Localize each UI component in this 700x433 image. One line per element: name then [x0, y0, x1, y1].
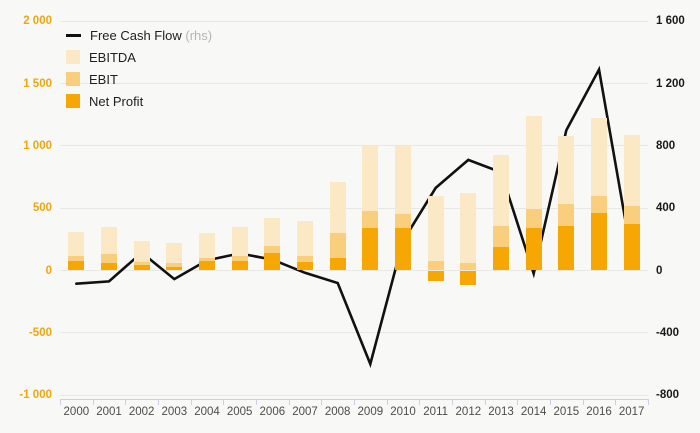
x-axis-tick	[256, 399, 257, 405]
x-axis-year-label: 2001	[96, 406, 122, 418]
legend-item-ebitda: EBITDA	[66, 46, 212, 68]
left-axis-tick: -1 000	[19, 389, 52, 402]
bar-ebitda-2012	[460, 192, 477, 271]
bar-net-profit-2010	[395, 228, 411, 271]
right-axis-tick: -800	[656, 389, 680, 402]
legend-label-ebit: EBIT	[89, 71, 118, 87]
x-axis-year-label: 2008	[324, 406, 351, 418]
line-swatch-icon	[66, 33, 81, 37]
x-axis-year-label: 2013	[488, 406, 514, 418]
x-axis-tick	[484, 399, 486, 405]
bar-net-profit-2000	[68, 261, 85, 271]
gridline	[60, 20, 648, 22]
x-axis-tick	[419, 399, 421, 405]
x-axis-tick	[190, 399, 192, 405]
legend-label-ebitda: EBITDA	[89, 49, 136, 65]
net-profit-swatch-icon	[66, 94, 80, 108]
bar-net-profit-2016	[591, 213, 607, 271]
x-axis-tick	[158, 399, 159, 405]
right-axis-tick: -400	[656, 326, 680, 339]
x-axis-year-label: 2002	[128, 406, 155, 418]
x-axis-tick	[321, 399, 323, 405]
legend-item-net-profit: Net Profit	[66, 90, 212, 112]
left-axis-tick: 1 500	[23, 77, 52, 90]
bar-net-profit-2017	[623, 224, 640, 271]
legend: Free Cash Flow (rhs) EBITDA EBIT Net Pro…	[66, 24, 212, 112]
right-axis-tick: 0	[656, 264, 663, 277]
x-axis-tick	[615, 399, 617, 405]
legend-rhs-note: (rhs)	[181, 27, 213, 43]
x-axis-tick	[582, 399, 584, 405]
x-axis-tick	[386, 399, 388, 405]
legend-label-free-cash-flow: Free Cash Flow (rhs)	[90, 28, 212, 43]
x-axis-year-label: 2012	[455, 406, 482, 418]
bar-net-profit-2005	[231, 260, 248, 271]
x-axis-year-label: 2009	[357, 406, 384, 418]
gridline	[60, 270, 648, 271]
x-axis-year-label: 2015	[553, 406, 580, 418]
bar-ebitda-2011	[427, 196, 444, 271]
x-axis-tick	[452, 399, 453, 405]
bar-net-profit-2011	[427, 270, 444, 282]
x-axis-tick	[223, 399, 225, 405]
x-axis-year-label: 2011	[423, 406, 449, 418]
legend-item-free-cash-flow: Free Cash Flow (rhs)	[66, 24, 212, 46]
gridline	[60, 332, 648, 334]
bar-net-profit-2007	[297, 261, 313, 271]
bar-ebit-2003	[166, 263, 183, 271]
ebitda-swatch-icon	[66, 50, 80, 64]
right-axis-tick: 1 200	[656, 77, 685, 90]
bar-net-profit-2009	[362, 228, 379, 271]
x-axis-tick	[648, 399, 649, 405]
x-axis-year-label: 2003	[161, 406, 188, 418]
x-axis-tick	[125, 399, 127, 405]
x-axis-year-label: 2004	[194, 406, 220, 418]
bar-ebit-2011	[427, 261, 444, 271]
left-axis-tick: -500	[28, 326, 52, 339]
right-axis-tick: 800	[656, 139, 676, 152]
x-axis-tick	[550, 399, 551, 405]
bar-net-profit-2013	[493, 246, 509, 271]
x-axis-tick	[354, 399, 355, 405]
right-axis-tick: 1 600	[656, 15, 685, 28]
x-axis-tick	[517, 399, 519, 405]
bar-net-profit-2004	[199, 261, 215, 271]
x-axis-year-label: 2014	[520, 406, 547, 418]
x-axis-year-label: 2000	[63, 406, 90, 418]
left-axis-tick: 2 000	[23, 15, 52, 28]
x-axis-year-label: 2017	[618, 406, 645, 418]
gridline	[60, 145, 648, 147]
x-axis-tick	[288, 399, 290, 405]
gridline	[60, 394, 648, 396]
x-axis-year-label: 2007	[292, 406, 318, 418]
x-axis-year-label: 2005	[226, 406, 253, 418]
x-axis-year-label: 2010	[390, 406, 416, 418]
bar-net-profit-2006	[264, 253, 281, 271]
gridline	[60, 207, 648, 209]
bar-net-profit-2014	[525, 228, 542, 271]
bar-net-profit-2003	[166, 267, 183, 271]
legend-item-ebit: EBIT	[66, 68, 212, 90]
bar-net-profit-2001	[101, 263, 117, 271]
legend-label-net-profit: Net Profit	[89, 93, 144, 109]
x-axis-tick	[92, 399, 94, 405]
bar-net-profit-2012	[460, 270, 477, 286]
x-axis-year-label: 2006	[259, 406, 286, 418]
x-axis-tick	[60, 399, 61, 405]
bar-ebit-2012	[460, 263, 477, 271]
left-axis-tick: 1 000	[23, 139, 52, 152]
right-axis-tick: 400	[656, 202, 676, 215]
bar-net-profit-2015	[558, 225, 575, 271]
left-axis-tick: 0	[45, 264, 52, 277]
left-axis-tick: 500	[32, 202, 52, 215]
x-axis-year-label: 2016	[586, 406, 612, 418]
legend-text: Free Cash Flow	[90, 27, 182, 43]
bar-net-profit-2008	[329, 258, 346, 271]
bar-net-profit-2002	[133, 264, 150, 271]
gridline	[60, 83, 648, 84]
ebit-swatch-icon	[66, 72, 80, 86]
